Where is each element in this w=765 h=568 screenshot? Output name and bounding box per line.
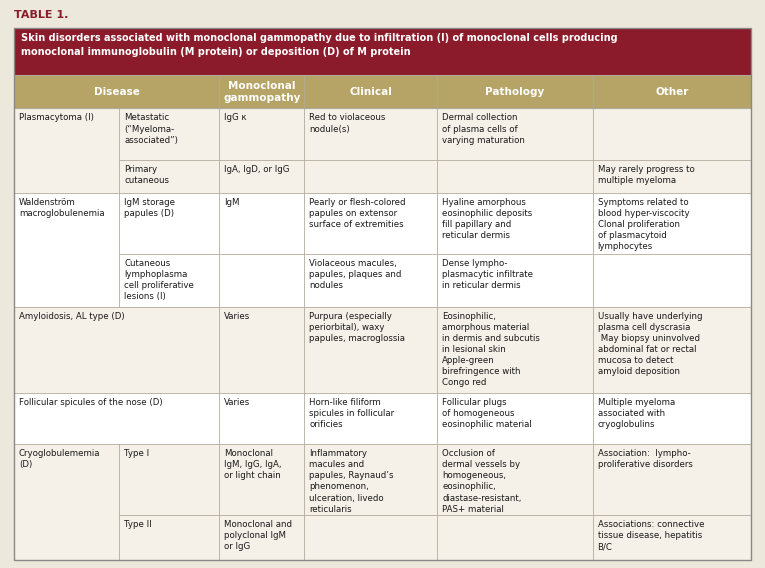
Bar <box>219 193 304 254</box>
Bar <box>14 193 119 307</box>
Bar <box>438 307 593 393</box>
Bar <box>593 307 751 393</box>
Text: IgG κ: IgG κ <box>224 114 246 123</box>
Text: Horn-like filiform
spicules in follicular
orificies: Horn-like filiform spicules in follicula… <box>309 398 395 429</box>
Bar <box>119 444 219 515</box>
Bar <box>304 393 438 444</box>
Text: Association:  lympho-
proliferative disorders: Association: lympho- proliferative disor… <box>597 449 692 469</box>
Bar <box>593 75 751 108</box>
Bar <box>119 193 219 254</box>
Bar <box>438 254 593 307</box>
Bar <box>438 75 593 108</box>
Bar <box>219 307 304 393</box>
Text: Varies: Varies <box>224 312 250 321</box>
Bar <box>304 193 438 254</box>
Text: Red to violaceous
nodule(s): Red to violaceous nodule(s) <box>309 114 386 133</box>
Text: IgA, IgD, or IgG: IgA, IgD, or IgG <box>224 165 289 174</box>
Text: Eosinophilic,
amorphous material
in dermis and subcutis
in lesional skin
Apple-g: Eosinophilic, amorphous material in derm… <box>442 312 540 387</box>
Bar <box>14 108 119 193</box>
Bar <box>438 444 593 515</box>
Text: Plasmacytoma (I): Plasmacytoma (I) <box>19 114 94 123</box>
Text: Multiple myeloma
associated with
cryoglobulins: Multiple myeloma associated with cryoglo… <box>597 398 675 429</box>
Text: Violaceous macules,
papules, plaques and
nodules: Violaceous macules, papules, plaques and… <box>309 259 402 290</box>
Bar <box>219 444 304 515</box>
Text: Hyaline amorphous
eosinophilic deposits
fill papillary and
reticular dermis: Hyaline amorphous eosinophilic deposits … <box>442 198 532 240</box>
Bar <box>119 393 219 444</box>
Bar <box>219 108 304 160</box>
Bar <box>438 515 593 560</box>
Bar <box>304 75 438 108</box>
Bar <box>438 160 593 193</box>
Bar <box>438 193 593 254</box>
Text: Skin disorders associated with monoclonal gammopathy due to infiltration (I) of : Skin disorders associated with monoclona… <box>21 33 617 57</box>
Text: Dermal collection
of plasma cells of
varying maturation: Dermal collection of plasma cells of var… <box>442 114 526 145</box>
Text: Amyloidosis, AL type (D): Amyloidosis, AL type (D) <box>19 312 125 321</box>
Bar <box>119 160 219 193</box>
Bar <box>438 108 593 160</box>
Text: Follicular plugs
of homogeneous
eosinophilic material: Follicular plugs of homogeneous eosinoph… <box>442 398 532 429</box>
Text: TABLE 1.: TABLE 1. <box>14 10 68 20</box>
Bar <box>119 307 219 393</box>
Text: Type II: Type II <box>124 520 152 529</box>
Bar <box>119 108 219 160</box>
Text: Cutaneous
lymphoplasma
cell proliferative
lesions (I): Cutaneous lymphoplasma cell proliferativ… <box>124 259 194 301</box>
Bar <box>304 160 438 193</box>
Bar <box>593 108 751 160</box>
Text: Dense lympho-
plasmacytic infiltrate
in reticular dermis: Dense lympho- plasmacytic infiltrate in … <box>442 259 533 290</box>
Bar <box>219 160 304 193</box>
Bar <box>438 393 593 444</box>
Bar <box>304 108 438 160</box>
Text: Waldenström
macroglobulenemia: Waldenström macroglobulenemia <box>19 198 105 218</box>
Bar <box>14 444 119 560</box>
Bar <box>219 254 304 307</box>
Text: Disease: Disease <box>93 87 139 97</box>
Text: Purpura (especially
periorbital), waxy
papules, macroglossia: Purpura (especially periorbital), waxy p… <box>309 312 405 343</box>
Text: Monoclonal
IgM, IgG, IgA,
or light chain: Monoclonal IgM, IgG, IgA, or light chain <box>224 449 282 481</box>
Text: Follicular spicules of the nose (D): Follicular spicules of the nose (D) <box>19 398 163 407</box>
Text: Monoclonal
gammopathy: Monoclonal gammopathy <box>223 81 301 103</box>
Text: Metastatic
(“Myeloma-
associated”): Metastatic (“Myeloma- associated”) <box>124 114 178 145</box>
Text: IgM storage
papules (D): IgM storage papules (D) <box>124 198 175 218</box>
Bar <box>304 444 438 515</box>
Bar <box>304 307 438 393</box>
Bar <box>593 393 751 444</box>
Bar <box>593 254 751 307</box>
Bar <box>219 515 304 560</box>
Bar <box>14 75 219 108</box>
Bar <box>219 75 304 108</box>
Bar <box>593 444 751 515</box>
Text: Inflammatory
macules and
papules, Raynaud’s
phenomenon,
ulceration, livedo
retic: Inflammatory macules and papules, Raynau… <box>309 449 394 513</box>
Text: Other: Other <box>655 87 689 97</box>
Text: Cryoglobulememia
(D): Cryoglobulememia (D) <box>19 449 100 469</box>
Bar <box>14 393 219 444</box>
Bar <box>304 254 438 307</box>
Bar <box>304 515 438 560</box>
Text: Type I: Type I <box>124 449 149 458</box>
Bar <box>593 193 751 254</box>
Text: Usually have underlying
plasma cell dyscrasia
 May biopsy uninvolved
abdominal f: Usually have underlying plasma cell dysc… <box>597 312 702 376</box>
Text: Associations: connective
tissue disease, hepatitis
B/C: Associations: connective tissue disease,… <box>597 520 704 551</box>
Text: Primary
cutaneous: Primary cutaneous <box>124 165 169 185</box>
Bar <box>119 254 219 307</box>
Text: Occlusion of
dermal vessels by
homogeneous,
eosinophilic,
diastase-resistant,
PA: Occlusion of dermal vessels by homogeneo… <box>442 449 522 513</box>
Bar <box>219 393 304 444</box>
Text: Pathology: Pathology <box>485 87 545 97</box>
Bar <box>593 160 751 193</box>
Text: Clinical: Clinical <box>350 87 392 97</box>
Bar <box>593 515 751 560</box>
Bar <box>119 515 219 560</box>
Text: May rarely progress to
multiple myeloma: May rarely progress to multiple myeloma <box>597 165 695 185</box>
Text: Pearly or flesh-colored
papules on extensor
surface of extremities: Pearly or flesh-colored papules on exten… <box>309 198 406 229</box>
Bar <box>14 28 751 75</box>
Text: IgM: IgM <box>224 198 239 207</box>
Text: Symptoms related to
blood hyper-viscocity
Clonal proliferation
of plasmacytoid
l: Symptoms related to blood hyper-viscocit… <box>597 198 689 251</box>
Text: Monoclonal and
polyclonal IgM
or IgG: Monoclonal and polyclonal IgM or IgG <box>224 520 292 551</box>
Text: Varies: Varies <box>224 398 250 407</box>
Bar <box>14 307 219 393</box>
